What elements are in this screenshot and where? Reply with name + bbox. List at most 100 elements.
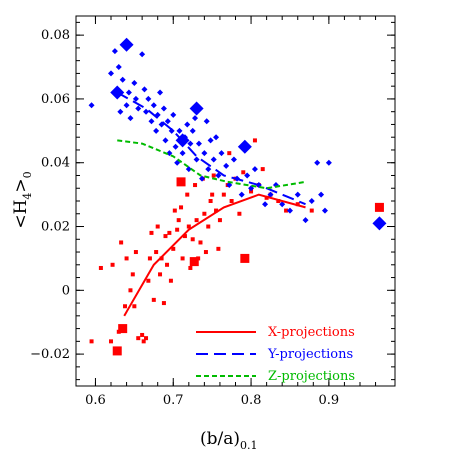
legend-label-0: X-projections bbox=[268, 325, 355, 340]
y-projection-marker bbox=[308, 198, 315, 204]
y-projection-marker bbox=[111, 48, 118, 55]
x-projection-marker bbox=[221, 192, 226, 197]
x-projection-marker bbox=[241, 170, 246, 175]
x-projection-marker bbox=[175, 227, 180, 232]
x-projection-marker bbox=[227, 151, 232, 156]
y-projection-marker bbox=[195, 140, 202, 147]
x-projection-marker bbox=[155, 224, 160, 229]
legend-label-2: Z-projections bbox=[268, 369, 355, 384]
y-projection-marker bbox=[238, 191, 245, 198]
y-projection-marker bbox=[314, 159, 321, 166]
x-projection-marker bbox=[237, 211, 242, 216]
series-line-2 bbox=[117, 139, 306, 190]
y-projection-marker bbox=[170, 111, 177, 118]
x-projection-marker bbox=[168, 278, 173, 283]
x-projection-marker bbox=[110, 262, 115, 267]
y-projection-marker bbox=[162, 137, 169, 144]
x-projection-marker bbox=[193, 183, 198, 188]
x-tick-label: 0.7 bbox=[163, 393, 184, 408]
y-projection-big-marker bbox=[119, 37, 134, 52]
x-projection-marker bbox=[216, 246, 221, 251]
y-projection-marker bbox=[88, 102, 95, 109]
x-projection-marker bbox=[172, 208, 177, 213]
y-tick-label: 0 bbox=[62, 283, 70, 298]
x-projection-marker bbox=[203, 250, 208, 255]
y-axis-label-subscript-2: 0 bbox=[21, 171, 34, 178]
y-projection-marker bbox=[119, 76, 126, 83]
y-projection-marker bbox=[108, 70, 115, 77]
x-projection-marker bbox=[89, 339, 94, 344]
y-projection-marker bbox=[141, 86, 148, 93]
x-projection-big-marker bbox=[374, 202, 384, 212]
y-projection-marker bbox=[172, 143, 179, 150]
y-projection-big-marker bbox=[372, 216, 387, 231]
y-projection-marker bbox=[148, 118, 155, 125]
x-projection-marker bbox=[179, 205, 184, 210]
x-tick-label: 0.6 bbox=[85, 393, 106, 408]
y-projection-marker bbox=[125, 89, 132, 96]
x-projection-marker bbox=[149, 230, 154, 235]
x-projection-marker bbox=[186, 224, 191, 229]
x-projection-marker bbox=[130, 272, 135, 277]
y-projection-marker bbox=[302, 217, 309, 224]
x-projection-marker bbox=[194, 218, 199, 223]
x-projection-marker bbox=[171, 246, 176, 251]
y-axis-label: <H4>0 bbox=[11, 171, 34, 228]
x-projection-marker bbox=[229, 199, 234, 203]
x-projection-big-marker bbox=[112, 346, 122, 356]
x-projection-marker bbox=[136, 336, 141, 341]
y-projection-marker bbox=[193, 156, 200, 163]
y-axis-label-subscript-1: 4 bbox=[21, 193, 34, 200]
series-0 bbox=[89, 138, 384, 356]
x-projection-marker bbox=[158, 272, 163, 277]
x-axis-label: (b/a)0.1 bbox=[200, 429, 258, 452]
y-projection-marker bbox=[318, 191, 325, 198]
y-projection-marker bbox=[150, 102, 157, 109]
x-projection-big-marker bbox=[189, 257, 199, 267]
y-projection-marker bbox=[210, 156, 217, 163]
y-projection-marker bbox=[205, 166, 212, 173]
x-projection-marker bbox=[144, 336, 149, 341]
y-projection-marker bbox=[115, 64, 122, 71]
y-projection-marker bbox=[143, 108, 150, 115]
y-axis-label-close: > bbox=[11, 178, 31, 192]
y-projection-marker bbox=[251, 166, 258, 173]
x-projection-marker bbox=[190, 237, 195, 242]
y-projection-marker bbox=[223, 162, 230, 169]
y-projection-marker bbox=[164, 118, 171, 125]
y-projection-marker bbox=[117, 108, 124, 115]
x-projection-marker bbox=[165, 262, 170, 267]
x-projection-marker bbox=[151, 297, 156, 302]
x-projection-marker bbox=[309, 208, 314, 213]
y-projection-marker bbox=[187, 140, 194, 147]
y-projection-marker bbox=[286, 207, 293, 214]
y-projection-marker bbox=[184, 121, 191, 128]
y-projection-marker bbox=[215, 172, 222, 179]
x-projection-marker bbox=[182, 234, 187, 239]
y-projection-marker bbox=[192, 115, 199, 122]
x-projection-marker bbox=[154, 250, 159, 255]
y-projection-marker bbox=[166, 150, 173, 157]
x-projection-marker bbox=[141, 339, 146, 344]
x-axis-label-subscript: 0.1 bbox=[240, 439, 258, 452]
y-projection-marker bbox=[153, 127, 160, 134]
y-projection-marker bbox=[189, 127, 196, 134]
y-projection-marker bbox=[131, 79, 138, 86]
y-projection-marker bbox=[179, 150, 186, 157]
x-projection-marker bbox=[206, 224, 211, 229]
x-projection-marker bbox=[249, 189, 254, 194]
x-projection-marker bbox=[159, 256, 164, 261]
y-projection-marker bbox=[207, 137, 214, 144]
x-tick-label: 0.8 bbox=[241, 393, 262, 408]
y-projection-marker bbox=[132, 95, 139, 102]
y-projection-marker bbox=[325, 159, 332, 166]
y-projection-marker bbox=[203, 118, 210, 125]
x-projection-marker bbox=[260, 167, 265, 172]
x-projection-marker bbox=[252, 138, 257, 143]
y-tick-label: 0.08 bbox=[41, 28, 70, 43]
y-projection-marker bbox=[244, 172, 251, 179]
x-projection-marker bbox=[132, 304, 137, 309]
y-projection-marker bbox=[145, 95, 152, 102]
x-projection-marker bbox=[176, 218, 181, 223]
